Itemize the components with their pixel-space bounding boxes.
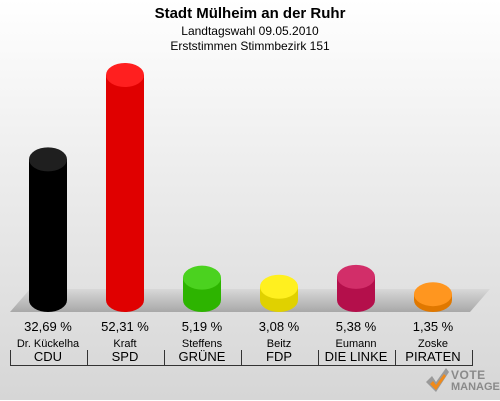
category-divider [241, 350, 242, 366]
chart-subtitle: Landtagswahl 09.05.2010 [181, 24, 319, 38]
bar-spd [106, 63, 144, 312]
candidate-name: Kraft [113, 338, 137, 350]
bar-chart [10, 63, 490, 312]
category-divider [164, 350, 165, 366]
value-label: 5,38 % [335, 319, 377, 334]
party-label: GRÜNE [178, 349, 226, 364]
logo-text-vote: VOTE [451, 368, 486, 382]
candidate-name: Dr. Kückelha [16, 338, 80, 350]
bar-top [414, 282, 452, 307]
category-divider [472, 350, 473, 366]
candidate-name: Eumann [335, 338, 377, 350]
bar-top [337, 264, 375, 289]
bar-top [106, 63, 144, 87]
party-label: CDU [33, 349, 63, 364]
category-divider [87, 350, 88, 366]
value-label: 3,08 % [258, 319, 300, 334]
value-label: 32,69 % [24, 319, 72, 334]
bar-cdu [29, 147, 67, 312]
logo-text-manager: MANAGER [451, 381, 500, 393]
bar-grüne [183, 265, 221, 312]
value-label: 52,31 % [101, 319, 149, 334]
vote-manager-logo: VOTE MANAGER [424, 366, 500, 398]
bar-top [29, 147, 67, 172]
bar-fdp [260, 274, 298, 312]
candidate-name: Steffens [181, 338, 223, 350]
category-divider [318, 350, 319, 366]
value-label: 5,19 % [181, 319, 223, 334]
category-divider [10, 350, 11, 366]
candidate-name: Beitz [266, 338, 292, 350]
chart-title: Stadt Mülheim an der Ruhr [154, 5, 346, 22]
party-label: SPD [111, 349, 139, 364]
bar-piraten [414, 282, 452, 312]
bar-top [260, 274, 298, 299]
chart-subtitle-2: Erststimmen Stimmbezirk 151 [170, 39, 330, 53]
party-label: DIE LINKE [324, 349, 388, 364]
value-label: 1,35 % [412, 319, 454, 334]
bar-body [29, 159, 67, 312]
party-label: FDP [266, 349, 292, 364]
party-label: PIRATEN [405, 349, 461, 364]
bar-body [106, 75, 144, 312]
bar-die-linke [337, 264, 375, 312]
bar-top [183, 265, 221, 290]
category-divider [395, 350, 396, 366]
candidate-name: Zoske [418, 338, 448, 350]
axis-baseline [10, 365, 473, 366]
checkmark-logo-icon [426, 368, 449, 392]
